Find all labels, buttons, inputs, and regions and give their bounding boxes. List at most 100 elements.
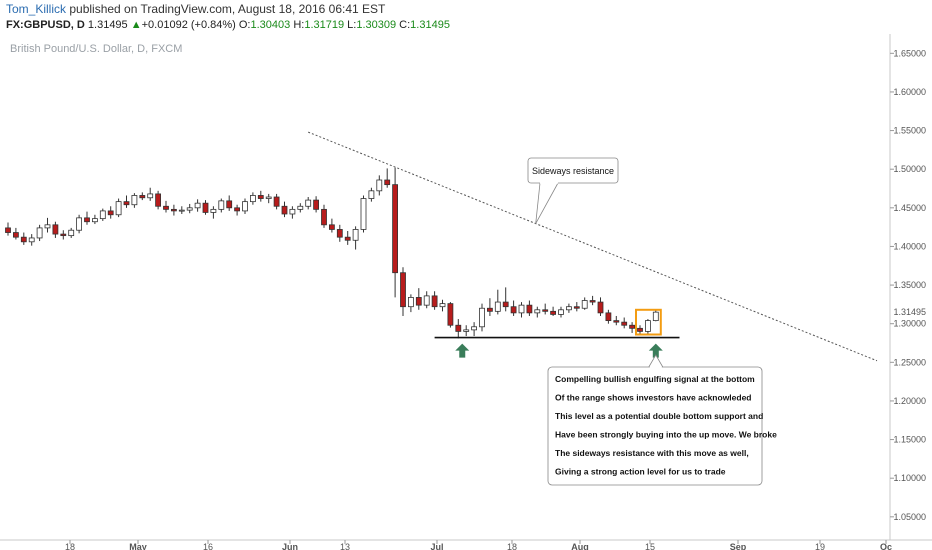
drawings-layer: Sideways resistance Compelling bullish en… <box>308 131 878 486</box>
bearish-candle <box>321 208 327 226</box>
note-line: Giving a strong action level for us to t… <box>555 467 726 477</box>
bullish-candle <box>115 201 122 216</box>
author-link[interactable]: Tom_Killick <box>6 2 67 16</box>
bearish-candle <box>273 196 280 207</box>
close-label: C: <box>399 19 411 31</box>
bullish-candle <box>558 309 564 315</box>
bullish-candle <box>494 301 501 312</box>
bullish-candle <box>28 237 35 243</box>
bearish-candle <box>589 300 596 303</box>
publish-line: Tom_Killick published on TradingView.com… <box>6 2 385 16</box>
bearish-candle <box>123 201 130 206</box>
bearish-candle <box>336 229 343 238</box>
bearish-candle <box>5 227 11 233</box>
bearish-candle <box>384 179 391 186</box>
bullish-candle <box>178 209 185 212</box>
bullish-candle <box>147 193 154 199</box>
price-tick-label: 1.55000 <box>893 126 926 136</box>
price-tick-label: 1.10000 <box>893 473 926 483</box>
price-tick-label: 1.65000 <box>893 48 926 58</box>
bullish-candle <box>376 179 383 192</box>
bearish-candle <box>313 199 320 210</box>
change-value: +0.01092 (+0.84%) <box>141 19 236 31</box>
bullish-candle <box>68 229 75 237</box>
price-tick-label: 1.60000 <box>893 87 926 97</box>
bearish-candle <box>415 297 422 306</box>
time-tick-label: Jul <box>430 542 443 550</box>
bullish-candle <box>36 227 43 239</box>
bullish-candle <box>581 300 588 309</box>
price-tick-label: 1.20000 <box>893 396 926 406</box>
bearish-candle <box>107 210 114 216</box>
price-tick-label: 1.50000 <box>893 164 926 174</box>
bearish-candle <box>542 309 549 312</box>
bullish-candle <box>289 208 296 215</box>
bearish-candle <box>510 306 517 314</box>
bearish-candle <box>526 304 533 314</box>
note-line: Of the range shows investors have acknow… <box>555 393 752 403</box>
price-tick-label: 1.40000 <box>893 241 926 251</box>
note-line: The sideways resistance with this move a… <box>555 448 749 458</box>
bearish-candle <box>170 208 177 212</box>
bearish-candle <box>257 195 264 199</box>
bullish-candle <box>368 190 375 199</box>
time-tick-label: 16 <box>203 542 213 550</box>
bearish-candle <box>605 312 612 322</box>
price-tick-label: 1.25000 <box>893 357 926 367</box>
bearish-candle <box>447 303 454 326</box>
bullish-candle <box>265 196 272 199</box>
bullish-candle <box>407 297 414 308</box>
bullish-candle <box>210 208 217 213</box>
time-axis[interactable]: 18 May 16 Jun 13 Jul 18 Aug 15 Sep 19 Oc <box>65 540 892 550</box>
bearish-candle <box>431 295 438 308</box>
bullish-candle <box>360 198 367 230</box>
price-axis[interactable]: 1.65000 1.60000 1.55000 1.50000 1.45000 1.400… <box>890 48 926 522</box>
bullish-candle <box>242 201 248 212</box>
callout-pointer <box>535 182 559 224</box>
bullish-candle <box>186 207 193 211</box>
close-value: 1.31495 <box>410 19 450 31</box>
bearish-candle <box>344 236 351 241</box>
note-pointer <box>648 354 664 368</box>
up-arrow-icon <box>648 343 663 358</box>
price-tick-label: 1.30000 <box>893 319 926 329</box>
candles-layer <box>5 167 659 339</box>
bullish-candle <box>99 210 106 220</box>
high-value: 1.31719 <box>304 19 345 31</box>
bearish-candle <box>613 320 620 323</box>
bullish-candle <box>471 326 478 331</box>
bullish-candle <box>76 217 82 231</box>
bullish-candle <box>463 329 470 332</box>
bullish-candle <box>218 200 225 210</box>
bearish-candle <box>573 306 580 309</box>
bearish-candle <box>163 205 169 210</box>
published-text: published on TradingView.com, August 18,… <box>66 2 386 16</box>
open-label: O: <box>238 19 251 31</box>
open-value: 1.30403 <box>250 19 291 31</box>
engulfing-highlight-box[interactable] <box>635 308 662 336</box>
symbol-label: FX:GBPUSD, D <box>6 19 85 31</box>
price-chart[interactable]: British Pound/U.S. Dollar, D, FXCM Sidew… <box>0 34 932 550</box>
bearish-candle <box>52 224 59 235</box>
bullish-candle <box>439 303 446 308</box>
time-tick-label: Aug <box>571 542 589 550</box>
high-label: H: <box>293 19 305 31</box>
bullish-candle <box>566 306 572 311</box>
bullish-candle <box>297 205 304 210</box>
bearish-candle <box>155 193 162 207</box>
time-tick-label: 18 <box>507 542 517 550</box>
price-tick-label: 1.45000 <box>893 203 926 213</box>
chart-header: Tom_Killick published on TradingView.com… <box>0 0 932 34</box>
note-line: This level as a potential double bottom … <box>555 411 763 421</box>
last-price: 1.31495 <box>87 19 128 31</box>
sideways-resistance-callout[interactable] <box>527 157 619 184</box>
bearish-candle <box>597 301 604 314</box>
bearish-candle <box>455 324 462 332</box>
bearish-candle <box>502 301 509 308</box>
bearish-candle <box>392 184 399 274</box>
chart-title: British Pound/U.S. Dollar, D, FXCM <box>10 43 182 55</box>
time-tick-label: 19 <box>815 542 825 550</box>
bearish-candle <box>202 202 209 213</box>
bullish-candle <box>423 295 430 306</box>
up-arrow-icon <box>455 343 470 358</box>
